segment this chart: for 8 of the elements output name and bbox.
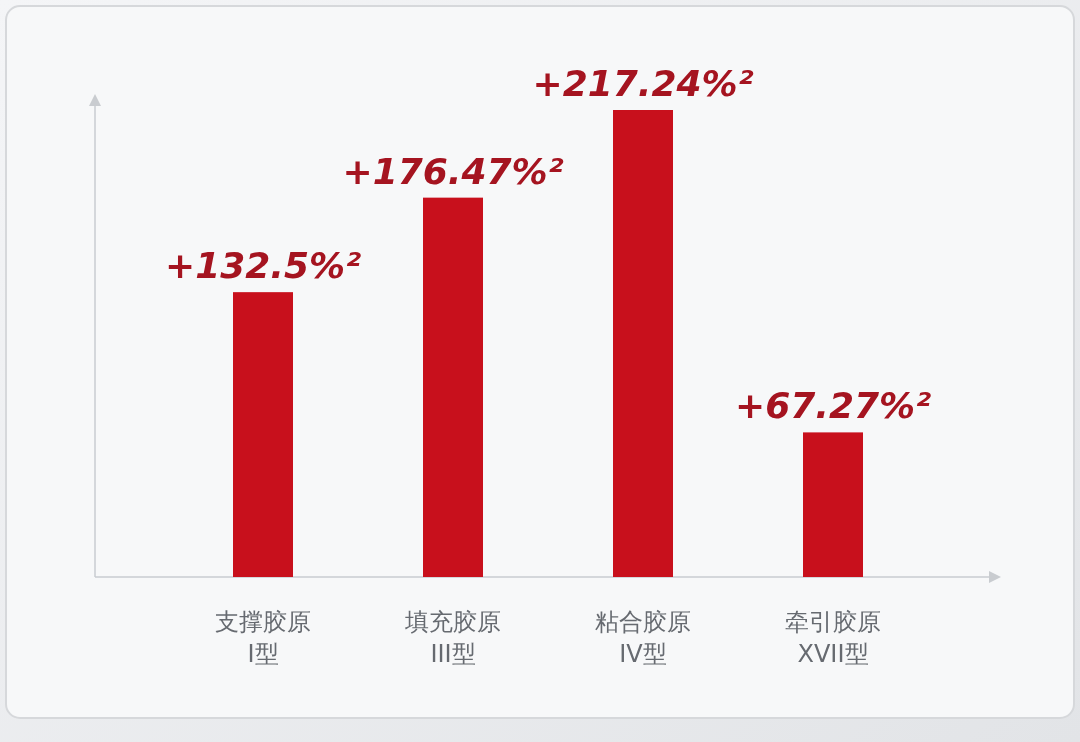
data-label: +132.5%² xyxy=(165,245,362,287)
x-tick-label: 牵引胶原 XVII型 xyxy=(785,608,881,668)
data-label: +217.24%² xyxy=(532,63,754,104)
x-tick-label: 支撑胶原 I型 xyxy=(215,608,311,668)
data-label: +67.27%² xyxy=(735,385,932,427)
x-tick-label: 填充胶原 III型 xyxy=(404,608,501,668)
data-label: +176.47%² xyxy=(342,150,564,192)
x-tick-label: 粘合胶原 IV型 xyxy=(595,608,691,668)
